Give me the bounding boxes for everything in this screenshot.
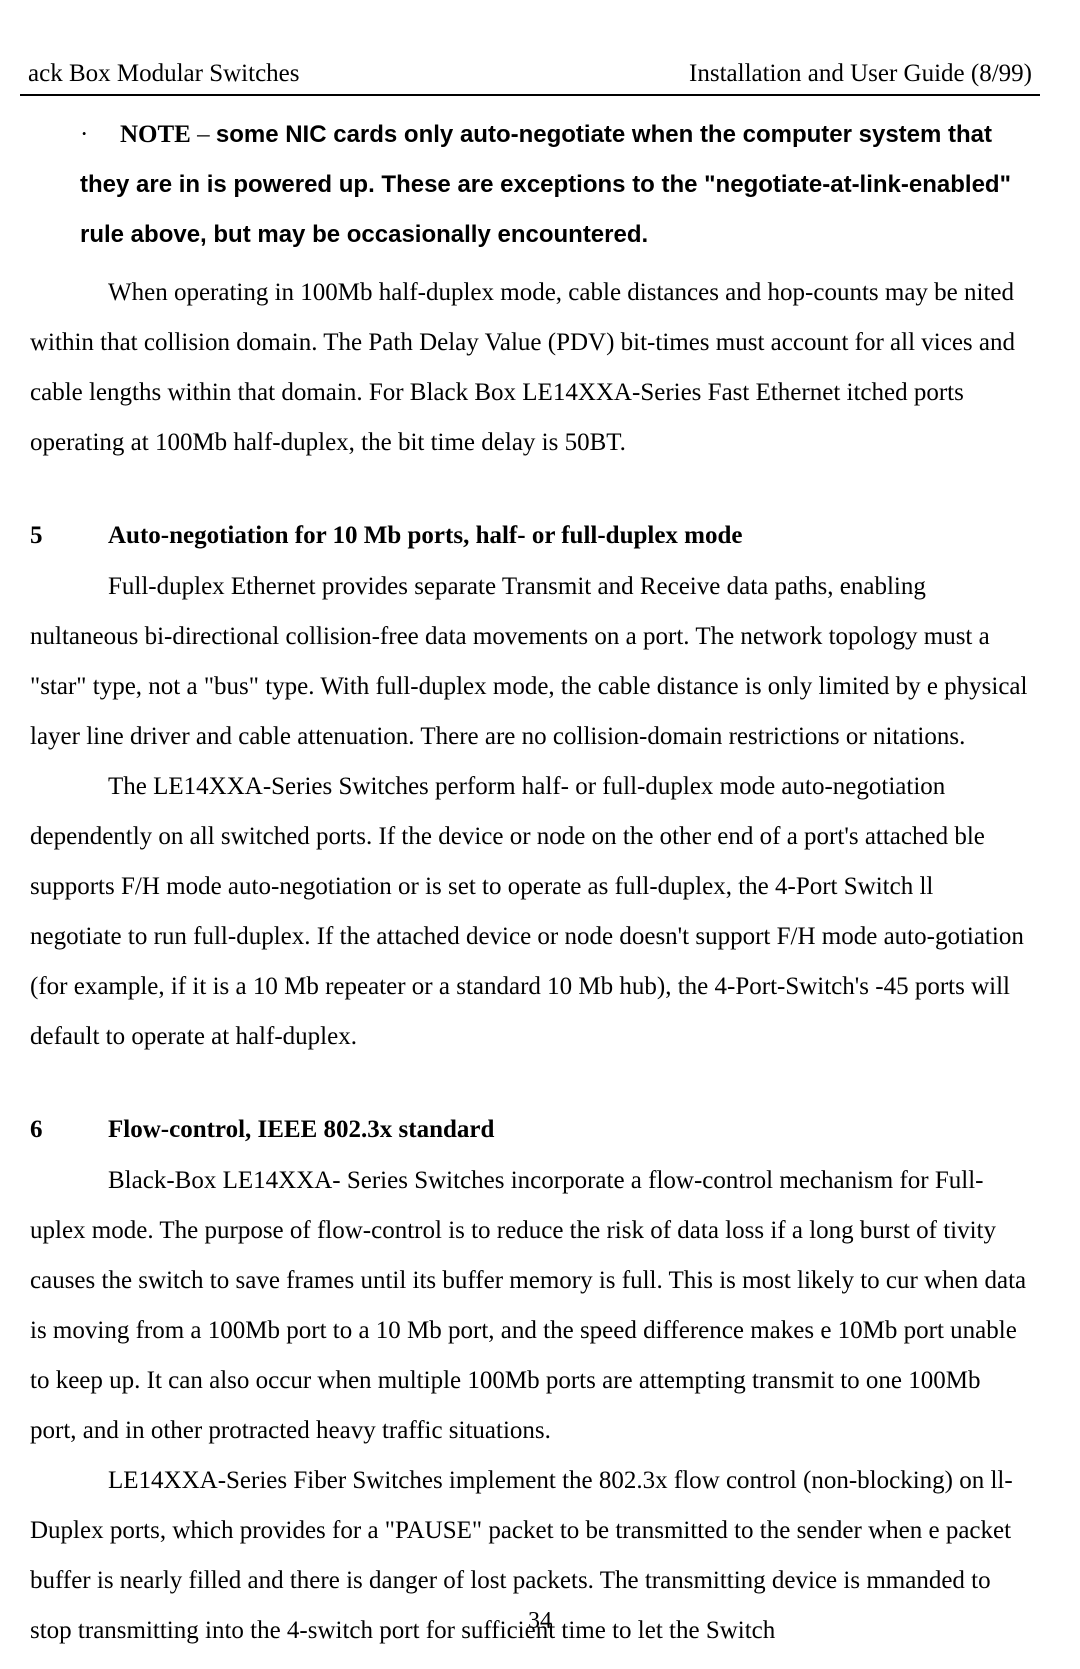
paragraph-2: Full-duplex Ethernet provides separate T…: [30, 562, 1030, 762]
section-6-title: Flow-control, IEEE 802.3x standard: [108, 1116, 1040, 1144]
note-block: ·NOTE – some NIC cards only auto-negotia…: [80, 110, 1030, 260]
paragraph-1: When operating in 100Mb half-duplex mode…: [30, 268, 1030, 468]
page-number: 34: [0, 1608, 1080, 1635]
page-header: ack Box Modular Switches Installation an…: [20, 60, 1040, 92]
section-5-heading: 5 Auto-negotiation for 10 Mb ports, half…: [30, 522, 1040, 550]
section-6-heading: 6 Flow-control, IEEE 802.3x standard: [30, 1116, 1040, 1144]
note-body: some NIC cards only auto-negotiate when …: [80, 121, 1011, 248]
header-rule: [20, 94, 1040, 96]
note-label: NOTE: [120, 121, 191, 148]
note-bullet: ·: [80, 110, 120, 160]
paragraph-3: The LE14XXA-Series Switches perform half…: [30, 762, 1030, 1062]
section-6-number: 6: [30, 1116, 108, 1144]
section-5-title: Auto-negotiation for 10 Mb ports, half- …: [108, 522, 1040, 550]
paragraph-4: Black-Box LE14XXA- Series Switches incor…: [30, 1156, 1030, 1456]
page: ack Box Modular Switches Installation an…: [0, 0, 1080, 1669]
section-5-number: 5: [30, 522, 108, 550]
header-right: Installation and User Guide (8/99): [689, 60, 1032, 88]
header-left: ack Box Modular Switches: [28, 60, 299, 88]
note-dash: –: [191, 121, 216, 148]
